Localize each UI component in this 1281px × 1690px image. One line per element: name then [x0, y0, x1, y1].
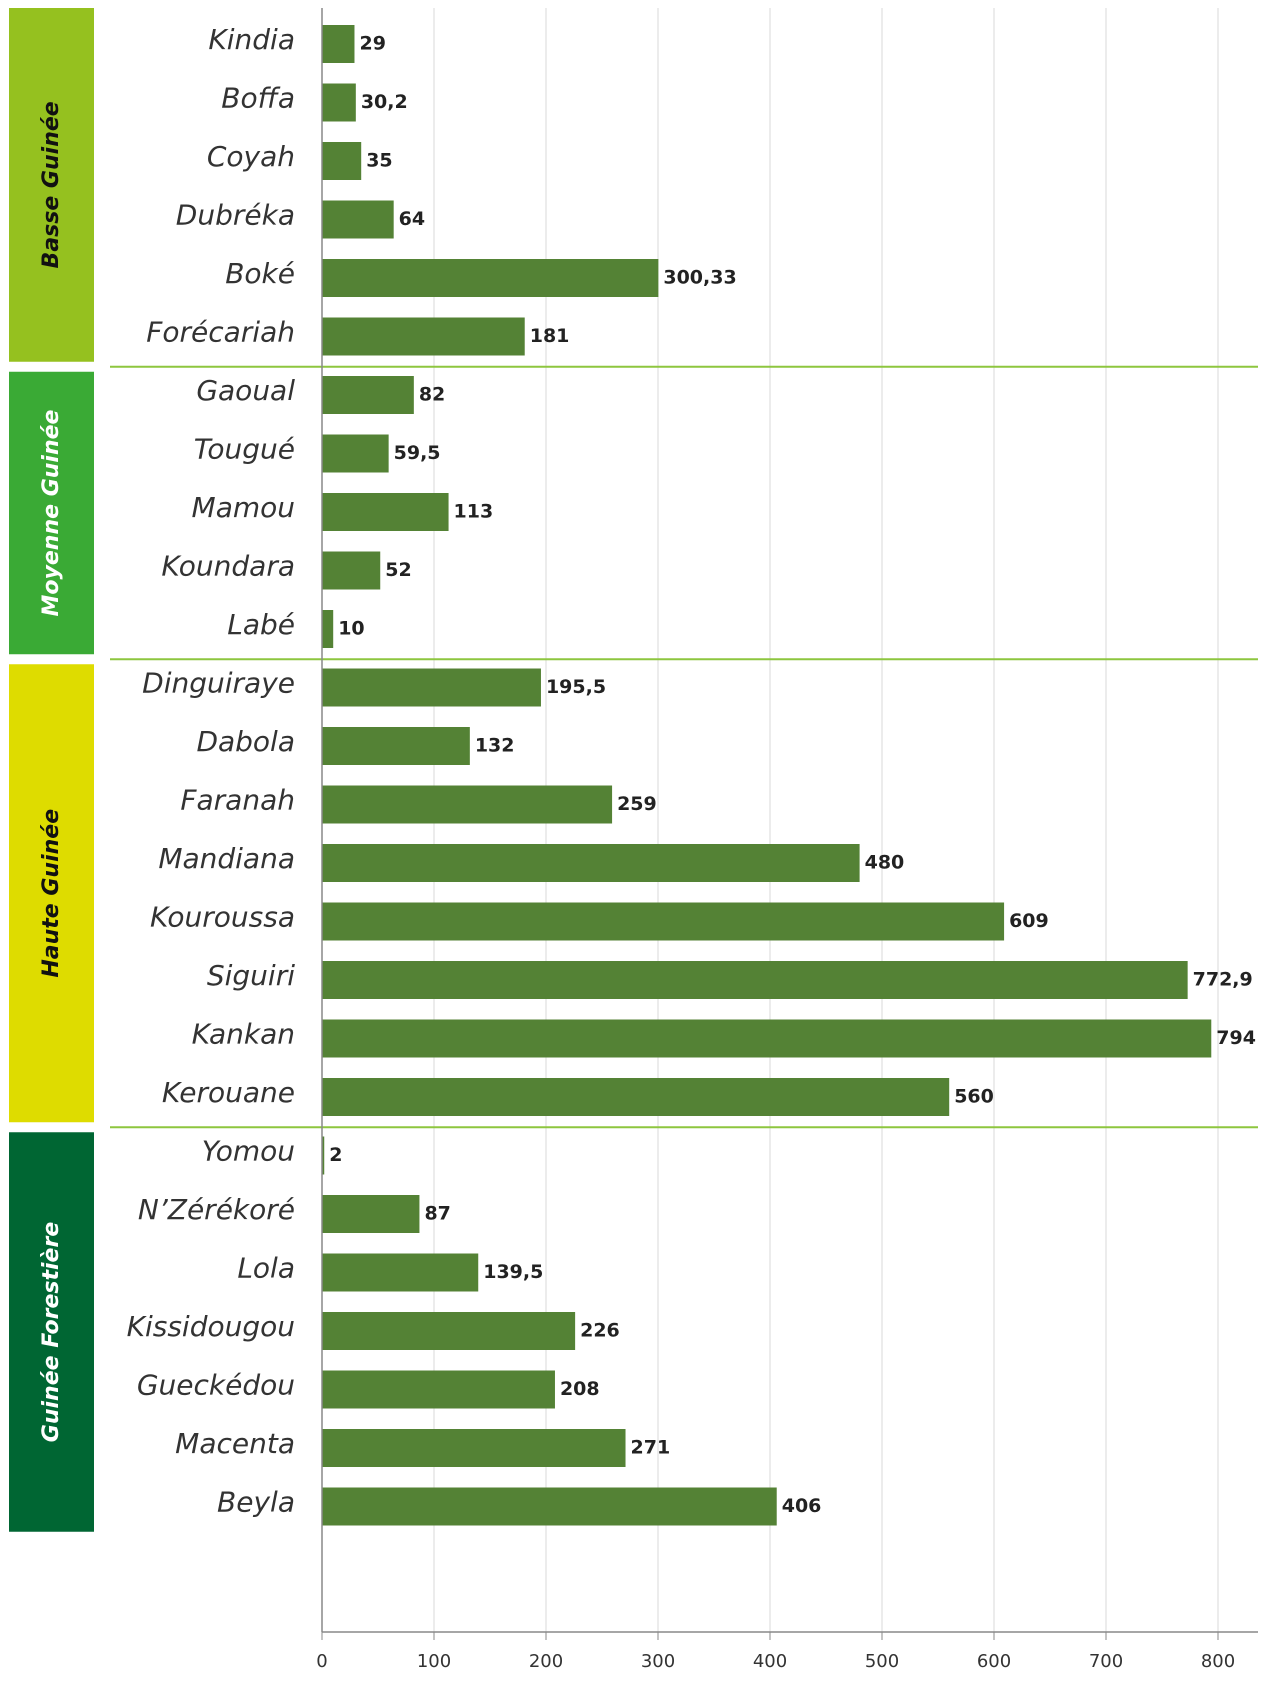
- bar: [322, 142, 362, 180]
- x-tick-label: 800: [1201, 1651, 1235, 1672]
- bar: [322, 83, 356, 122]
- value-label: 208: [560, 1378, 600, 1400]
- category-label: Koundara: [161, 550, 295, 583]
- category-label: Mandiana: [158, 842, 295, 875]
- x-tick-label: 0: [316, 1651, 327, 1672]
- x-tick-label: 200: [529, 1651, 563, 1672]
- value-label: 2: [329, 1144, 342, 1166]
- category-label: Boké: [225, 257, 295, 290]
- category-label: Yomou: [202, 1135, 295, 1168]
- value-label: 181: [530, 325, 570, 347]
- value-label: 35: [366, 150, 392, 172]
- bar: [322, 1078, 950, 1116]
- bar: [322, 844, 860, 882]
- x-tick-label: 600: [977, 1651, 1011, 1672]
- category-label: Dinguiraye: [142, 667, 295, 700]
- bar: [322, 1195, 420, 1233]
- bar: [322, 1136, 325, 1175]
- bar: [322, 317, 525, 356]
- value-label: 560: [954, 1086, 994, 1108]
- value-label: 226: [580, 1320, 620, 1342]
- category-label: Kankan: [192, 1018, 295, 1051]
- category-label: Dubréka: [176, 199, 295, 232]
- bar: [322, 961, 1188, 999]
- category-label: Gaoual: [196, 374, 295, 407]
- value-label: 82: [419, 384, 445, 406]
- value-label: 195,5: [546, 676, 606, 698]
- value-label: 29: [359, 33, 385, 55]
- value-label: 132: [475, 735, 515, 757]
- bar: [322, 1019, 1212, 1058]
- value-label: 64: [399, 208, 425, 230]
- group-band: [9, 1132, 94, 1532]
- value-label: 271: [631, 1437, 671, 1459]
- bar: [322, 727, 470, 765]
- bar: [322, 376, 414, 414]
- category-label: Kindia: [208, 23, 295, 56]
- bar: [322, 434, 389, 473]
- bar: [322, 1487, 777, 1526]
- group-band: [9, 8, 94, 362]
- bar: [322, 551, 381, 590]
- category-label: Siguiri: [207, 959, 295, 992]
- bar: [322, 1370, 555, 1409]
- x-tick-label: 700: [1089, 1651, 1123, 1672]
- value-label: 609: [1009, 910, 1049, 932]
- group-band: [9, 371, 94, 655]
- value-label: 480: [865, 852, 905, 874]
- bar: [322, 25, 355, 63]
- value-label: 300,33: [663, 267, 736, 289]
- category-label: Tougué: [194, 433, 295, 466]
- x-tick-label: 400: [753, 1651, 787, 1672]
- category-label: Faranah: [180, 784, 295, 817]
- bar: [322, 493, 449, 531]
- value-label: 59,5: [394, 442, 441, 464]
- category-label: Boffa: [221, 82, 295, 115]
- bar: [322, 200, 394, 239]
- value-label: 10: [338, 618, 364, 640]
- value-label: 139,5: [483, 1261, 543, 1283]
- group-label: Basse Guinée: [39, 101, 64, 268]
- x-tick-label: 300: [641, 1651, 675, 1672]
- value-label: 113: [454, 501, 494, 523]
- value-label: 794: [1216, 1027, 1256, 1049]
- category-label: Beyla: [217, 1486, 295, 1519]
- bar: [322, 259, 659, 297]
- bar: [322, 1312, 576, 1350]
- bar: [322, 1429, 626, 1467]
- x-tick-label: 500: [865, 1651, 899, 1672]
- category-label: Mamou: [192, 491, 295, 524]
- category-label: Dabola: [196, 725, 295, 758]
- category-label: Lola: [237, 1252, 295, 1285]
- bar: [322, 902, 1005, 941]
- category-label: Kouroussa: [150, 901, 295, 934]
- group-label: Haute Guinée: [39, 809, 64, 978]
- category-label: Kissidougou: [127, 1310, 295, 1343]
- category-label: N’Zérékoré: [138, 1193, 295, 1226]
- value-label: 87: [424, 1203, 450, 1225]
- value-label: 52: [385, 559, 411, 581]
- bar: [322, 610, 334, 648]
- category-label: Gueckédou: [137, 1369, 295, 1402]
- category-label: Coyah: [207, 140, 295, 173]
- value-label: 30,2: [361, 91, 408, 113]
- group-label: Guinée Forestière: [39, 1222, 64, 1443]
- category-label: Forécariah: [146, 316, 295, 349]
- category-label: Labé: [227, 608, 295, 641]
- value-label: 406: [782, 1495, 822, 1517]
- value-label: 259: [617, 793, 657, 815]
- bar: [322, 1253, 479, 1292]
- group-band: [9, 664, 94, 1123]
- category-label: Macenta: [175, 1427, 295, 1460]
- x-tick-label: 100: [417, 1651, 451, 1672]
- bar: [322, 668, 541, 707]
- bar: [322, 785, 613, 824]
- value-label: 772,9: [1193, 969, 1253, 991]
- group-label: Moyenne Guinée: [39, 409, 64, 616]
- category-label: Kerouane: [162, 1076, 295, 1109]
